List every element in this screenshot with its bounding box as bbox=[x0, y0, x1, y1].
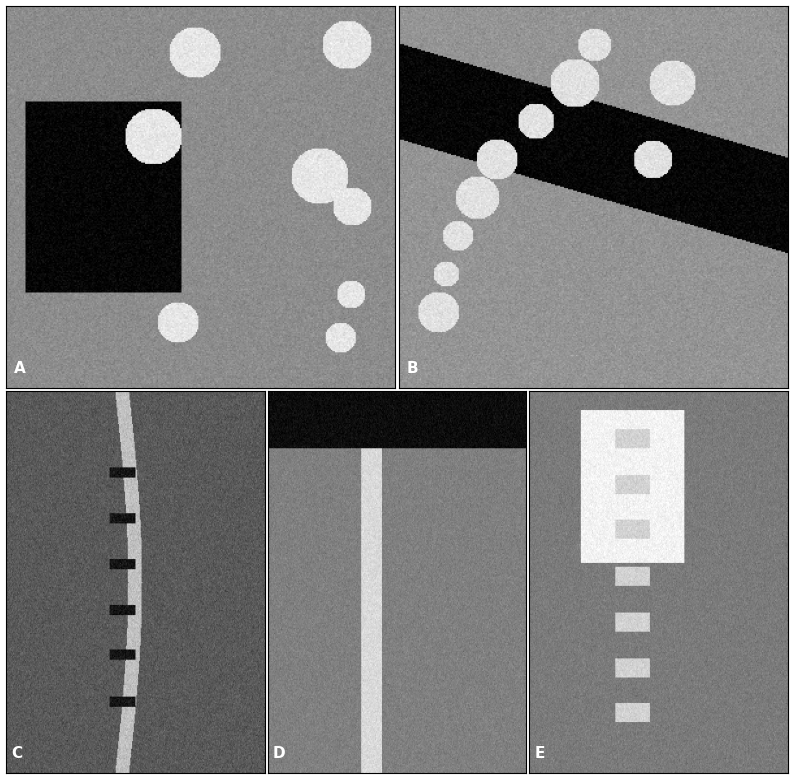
Text: C: C bbox=[12, 746, 23, 761]
Text: A: A bbox=[14, 361, 26, 376]
Text: E: E bbox=[534, 746, 545, 761]
Text: D: D bbox=[273, 746, 286, 761]
Text: B: B bbox=[407, 361, 418, 376]
